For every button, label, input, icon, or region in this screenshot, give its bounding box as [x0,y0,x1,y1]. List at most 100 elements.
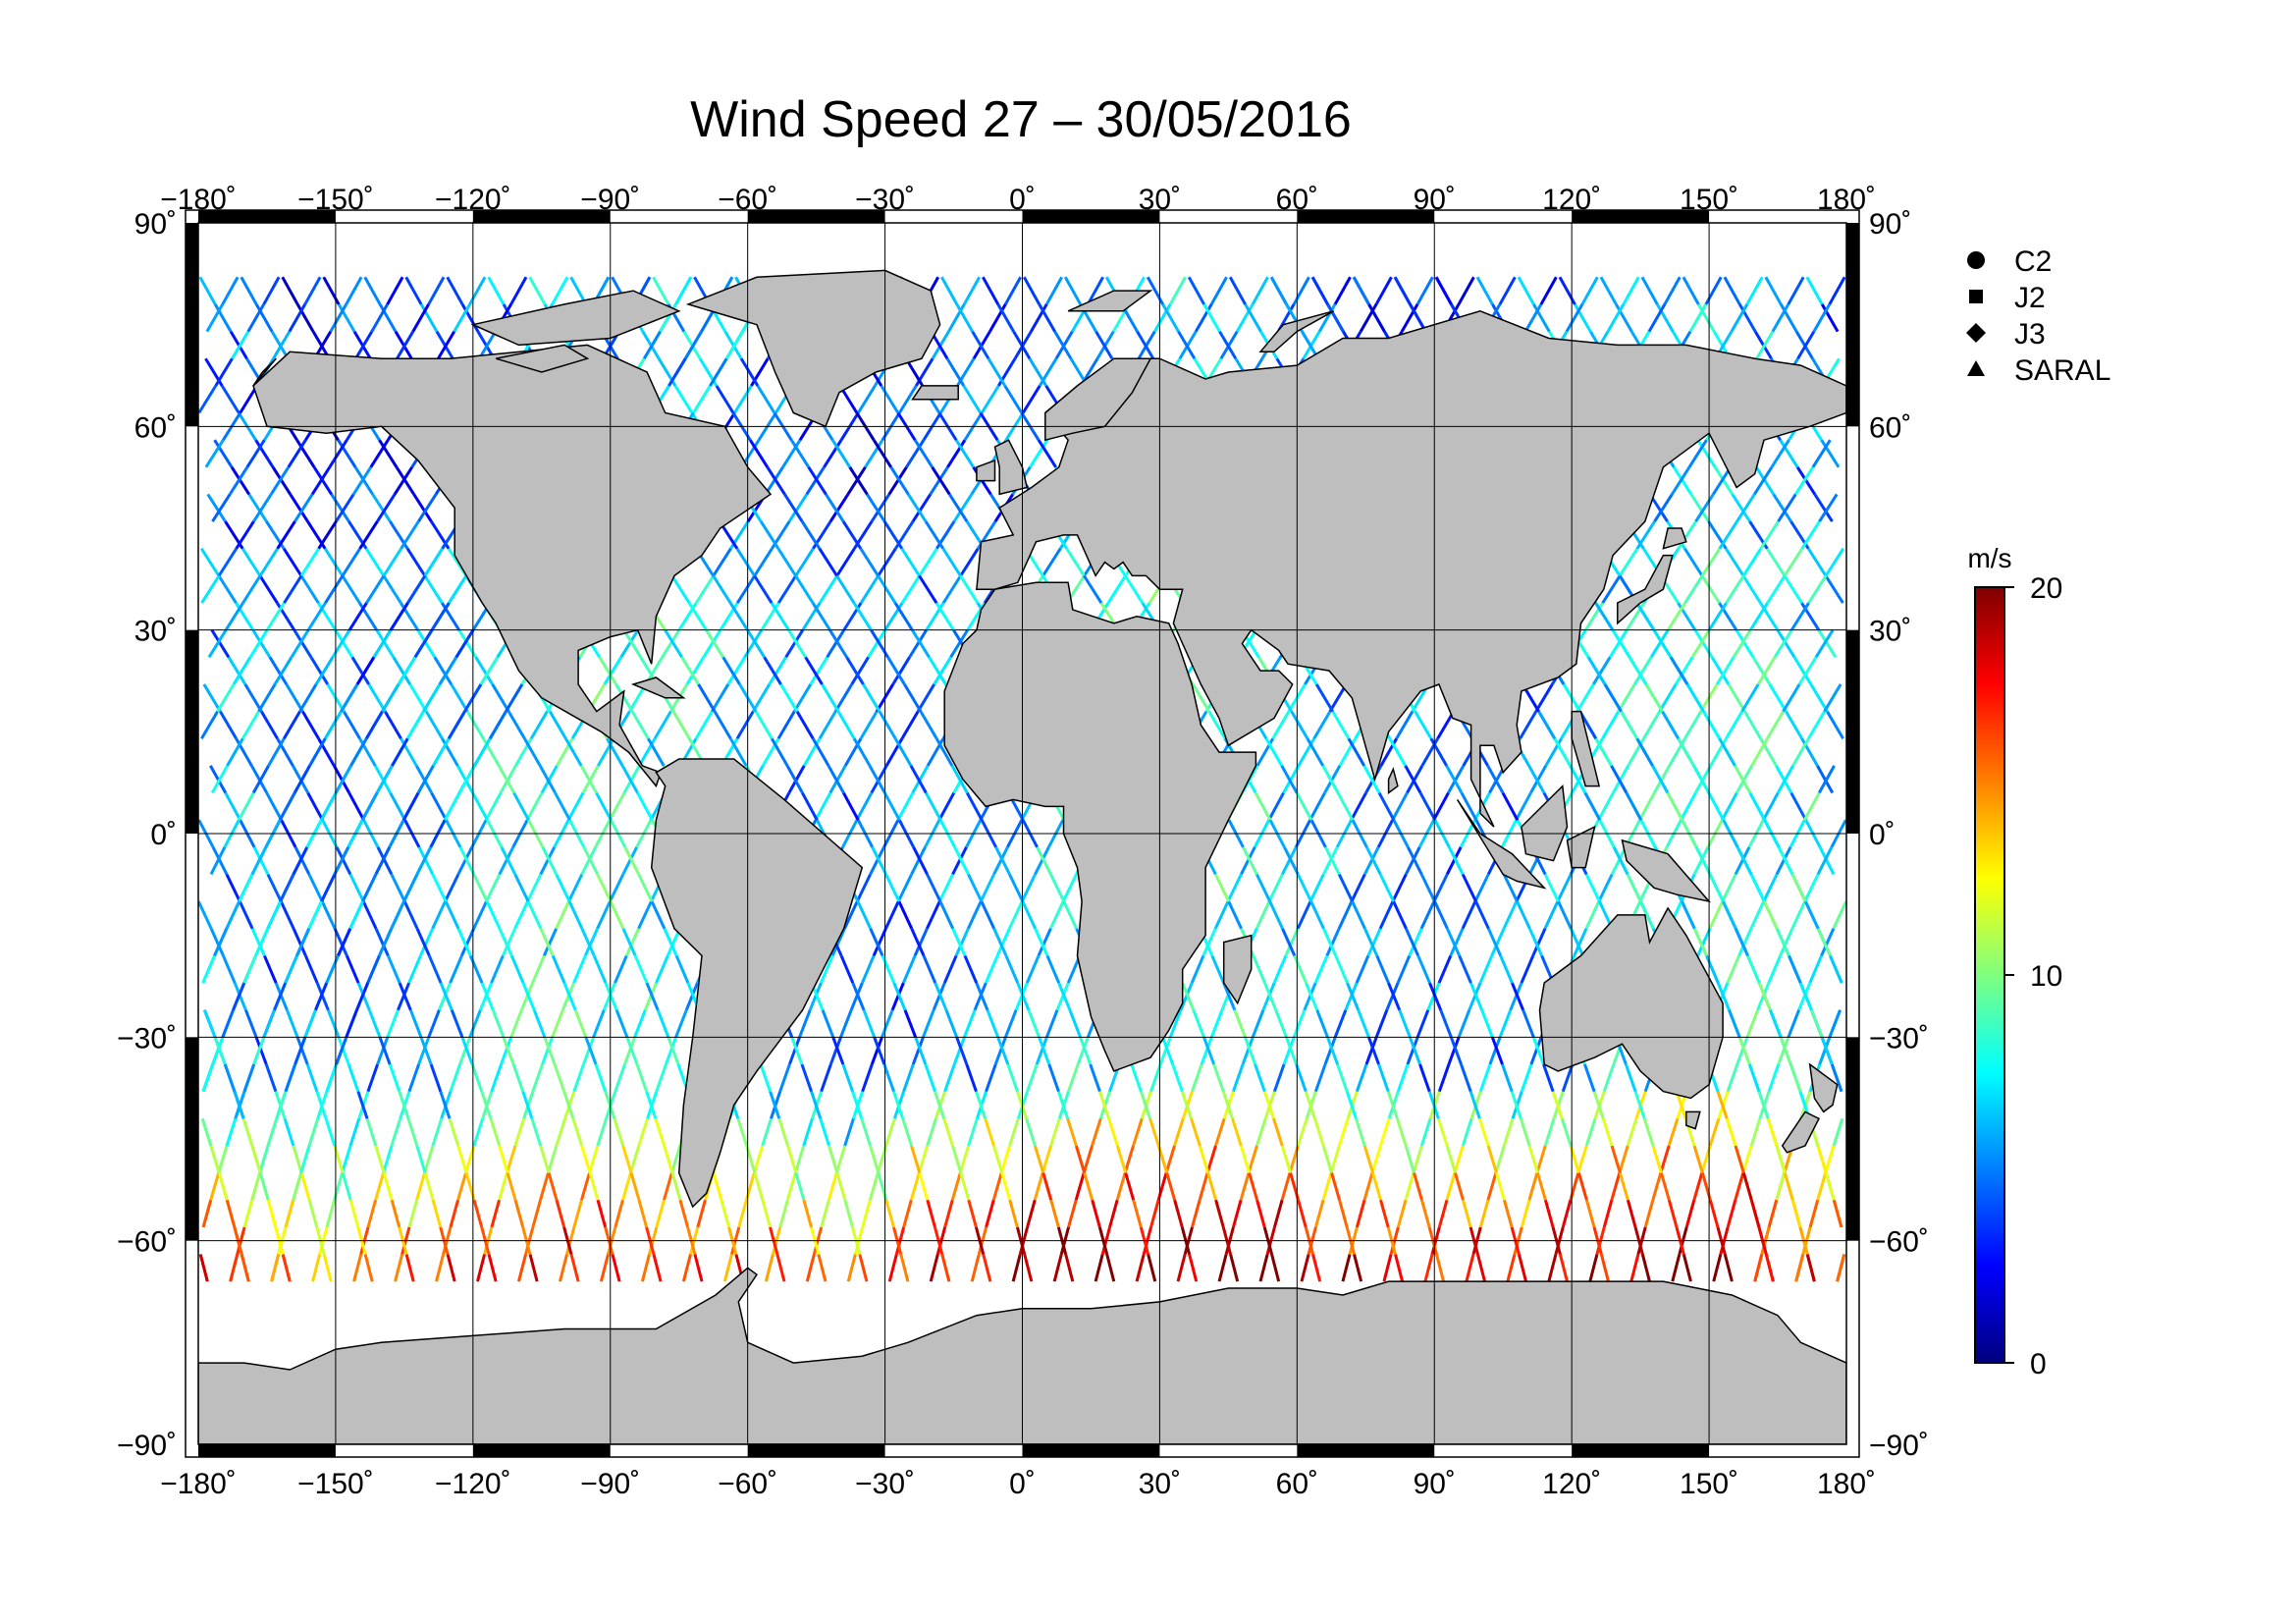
track-segment [1749,900,1766,930]
track-segment [633,1009,647,1038]
track-segment [487,1254,498,1282]
track-segment [374,928,390,957]
track-segment [775,1254,786,1282]
track-segment [521,1091,534,1119]
track-segment [1445,765,1464,794]
track-segment [470,1063,484,1093]
track-segment [1404,1172,1415,1201]
track-segment [411,303,430,333]
track-segment [1396,1117,1408,1147]
track-segment [1419,900,1436,930]
track-segment [1692,928,1708,957]
track-segment [390,1199,401,1228]
track-segment [1034,928,1049,957]
track-segment [1735,1036,1749,1065]
track-segment [1447,846,1465,876]
track-segment [622,628,642,659]
track-segment [448,1117,460,1147]
track-segment [347,602,368,631]
track-segment [1520,1199,1531,1228]
track-segment [1779,928,1794,957]
track-segment [233,982,247,1011]
track-segment [1723,1254,1734,1282]
track-segment [491,683,510,713]
track-segment [588,1145,600,1173]
track-segment [1788,954,1802,984]
track-segment [1498,1009,1513,1038]
track-segment [1475,276,1494,305]
track-segment [220,385,240,414]
track-segment [1808,954,1823,984]
track-segment [896,873,913,902]
track-segment [542,928,558,957]
track-segment [309,656,330,685]
track-segment [1180,1091,1193,1119]
track-segment [1708,873,1725,902]
track-segment [1683,574,1704,604]
track-segment [333,846,350,876]
track-segment [671,710,691,740]
track-segment [1292,1009,1307,1038]
land-polygon [1067,290,1153,312]
land-polygon [630,676,686,699]
track-segment [1737,928,1753,957]
track-segment [407,954,422,984]
track-segment [1468,982,1482,1011]
lon-tick-label-bottom: 150˚ [1680,1468,1738,1500]
track-segment [1025,1117,1037,1147]
land-polygon [1621,839,1712,903]
track-segment [1663,276,1682,305]
track-segment [555,873,571,902]
track-segment [539,846,557,876]
track-segment [1341,1254,1352,1282]
track-segment [763,656,782,685]
track-segment [850,656,870,685]
track-segment [419,303,439,333]
track-segment [238,873,254,902]
track-segment [1601,1117,1614,1147]
track-segment [1270,1254,1281,1282]
track-segment [437,330,456,359]
track-segment [214,357,234,387]
track-segment [902,1063,915,1093]
track-segment [918,574,938,604]
track-segment [424,710,444,740]
track-segment [1000,1172,1012,1201]
track-segment [1022,276,1041,305]
track-segment [929,1254,939,1282]
track-segment [1642,710,1661,740]
track-segment [1147,1254,1157,1282]
track-segment [596,873,613,902]
track-segment [1135,1254,1146,1282]
track-segment [1227,900,1243,930]
track-segment [1300,1254,1310,1282]
track-segment [390,873,406,902]
track-segment [1737,1036,1751,1065]
track-segment [784,628,805,659]
track-segment [1531,1036,1545,1065]
track-segment [993,1036,1007,1065]
track-segment [1653,765,1672,794]
track-segment [500,846,517,876]
track-segment [582,1036,596,1065]
track-segment [1366,1036,1380,1065]
track-segment [1062,900,1078,930]
track-segment [1370,1145,1382,1173]
track-segment [1667,1199,1679,1228]
track-segment [987,357,1006,387]
track-segment [1765,547,1787,577]
track-segment [785,765,804,794]
track-segment [502,1036,515,1065]
track-segment [637,1199,649,1228]
track-segment [664,628,683,659]
track-segment [1710,656,1731,685]
track-segment [337,303,356,333]
track-segment [1506,1254,1517,1282]
track-segment [507,710,526,740]
track-segment [337,1036,350,1065]
track-segment [860,1117,872,1147]
track-segment [1190,1117,1201,1147]
track-segment [1576,1172,1588,1201]
track-segment [1721,873,1737,902]
